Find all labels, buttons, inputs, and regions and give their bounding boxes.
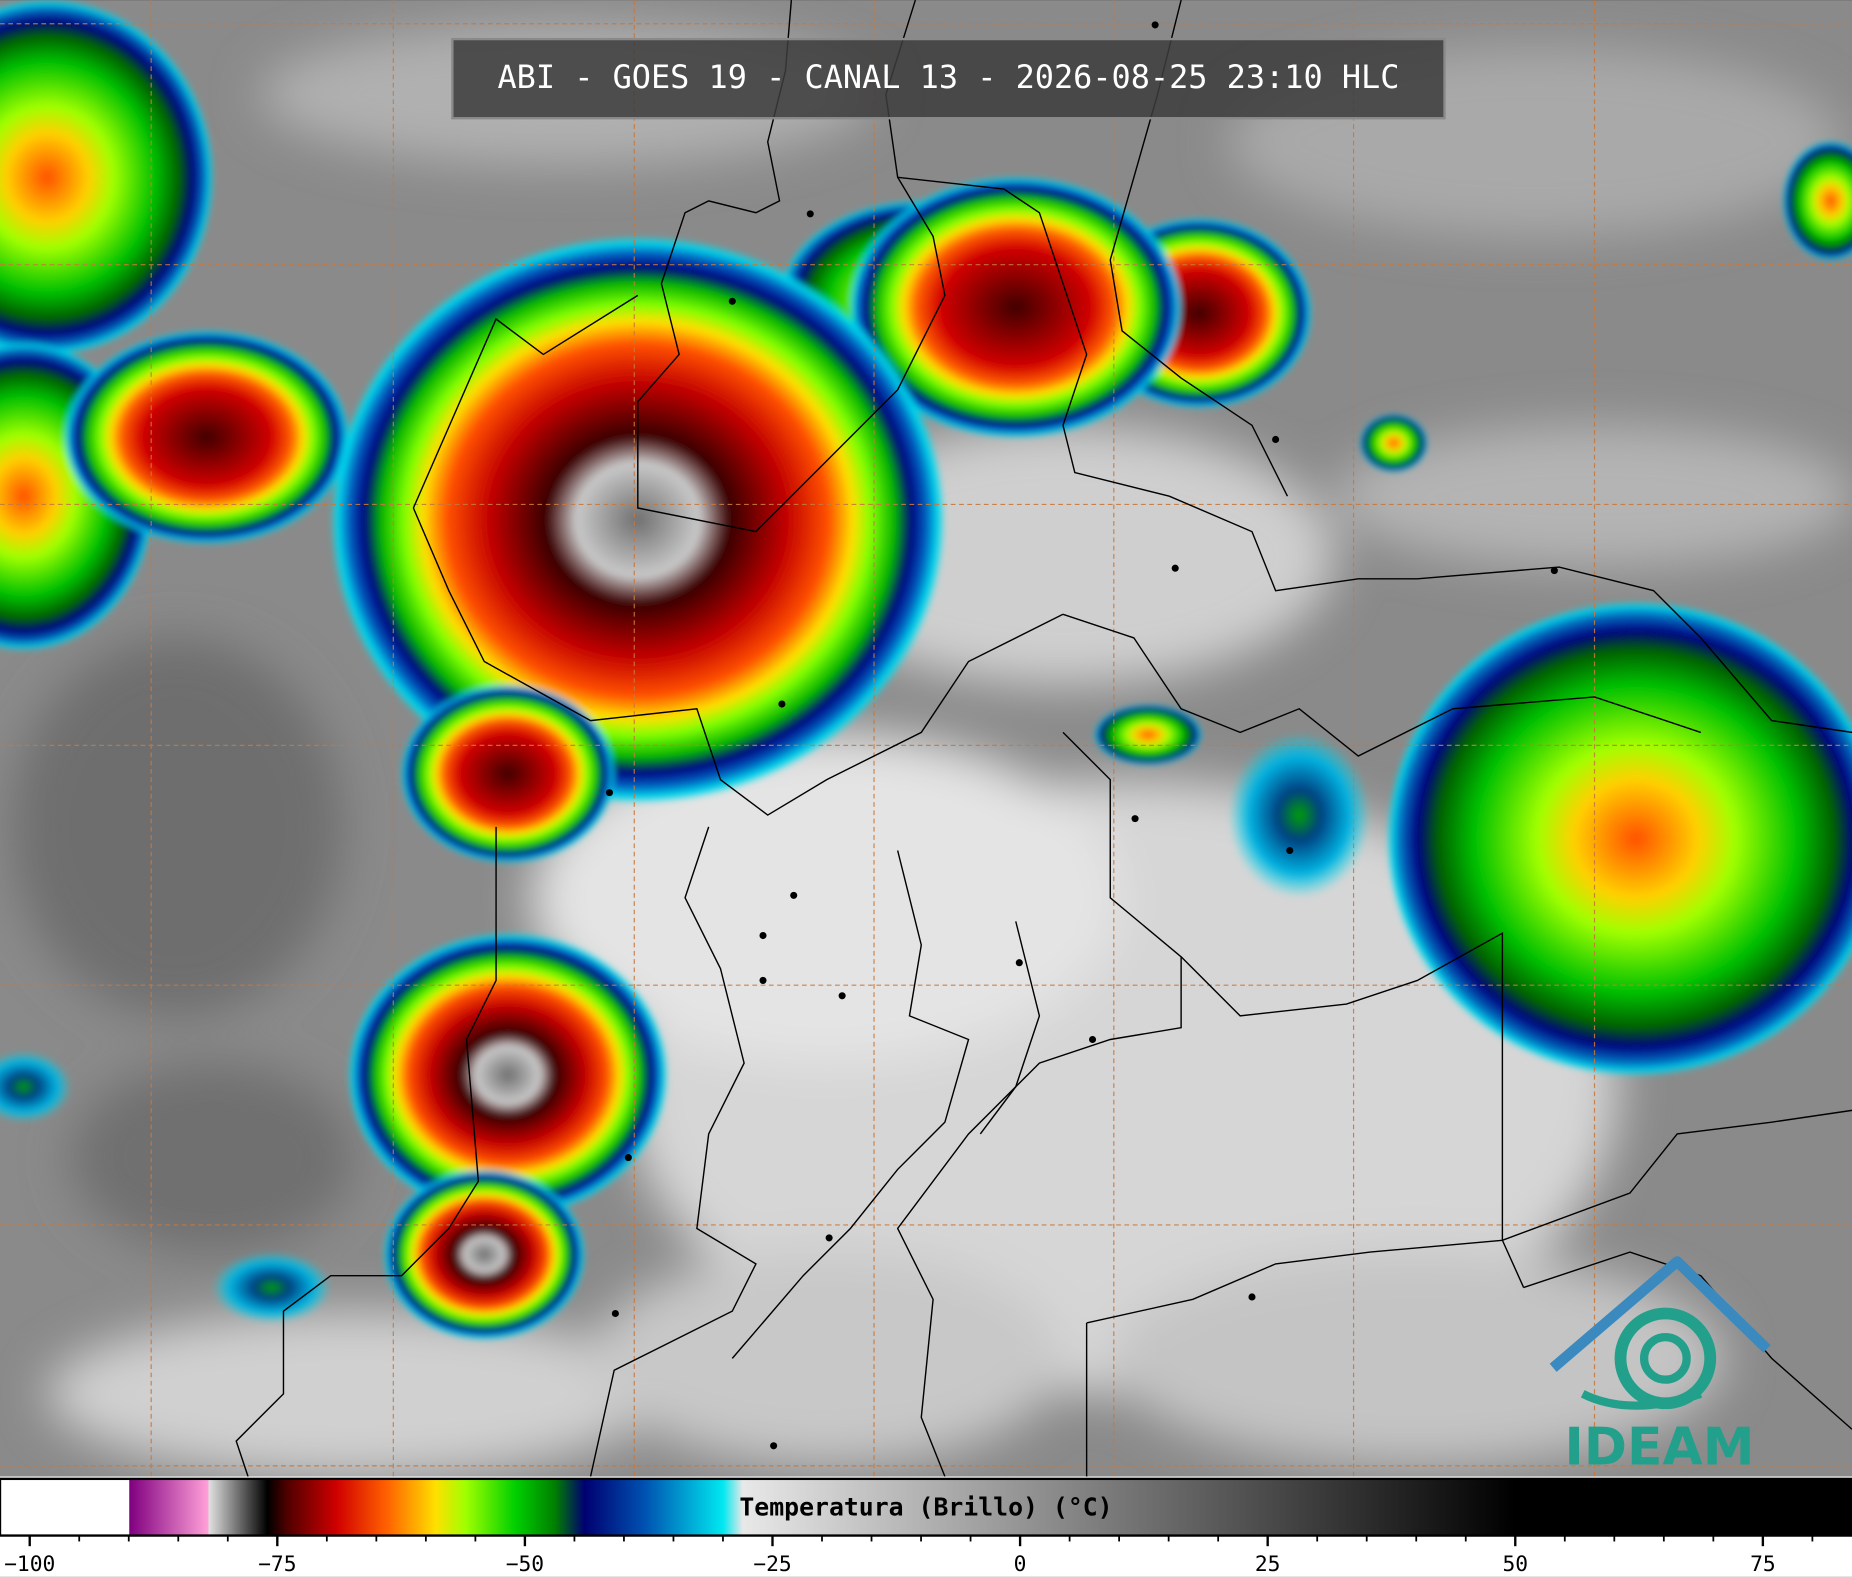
cities bbox=[605, 21, 1558, 1450]
colorbar-label: Temperatura (Brillo) (°C) bbox=[739, 1492, 1112, 1521]
logo-text: IDEAM bbox=[1565, 1418, 1755, 1478]
borders bbox=[235, 0, 1852, 1477]
colorbar-tick-label: 50 bbox=[1502, 1552, 1528, 1577]
colorbar-tick-label: −75 bbox=[258, 1552, 296, 1577]
title: ABI - GOES 19 - CANAL 13 - 2026-08-25 23… bbox=[497, 58, 1399, 96]
colorbar-tick-label: 0 bbox=[1014, 1552, 1027, 1577]
graticule bbox=[0, 0, 1852, 1477]
colorbar-tick-label: 75 bbox=[1750, 1552, 1776, 1577]
colorbar-tick-label: −25 bbox=[753, 1552, 791, 1577]
colorbar: Temperatura (Brillo) (°C) −100 −75 −50 −25 0… bbox=[0, 1476, 1852, 1577]
colorbar-tick-label: 25 bbox=[1255, 1552, 1281, 1577]
title-box: ABI - GOES 19 - CANAL 13 - 2026-08-25 23… bbox=[451, 37, 1446, 120]
colorbar-tick-label: −100 bbox=[4, 1552, 55, 1577]
colorbar-tick-label: −50 bbox=[506, 1552, 544, 1577]
logo: IDEAM bbox=[1549, 1256, 1771, 1478]
